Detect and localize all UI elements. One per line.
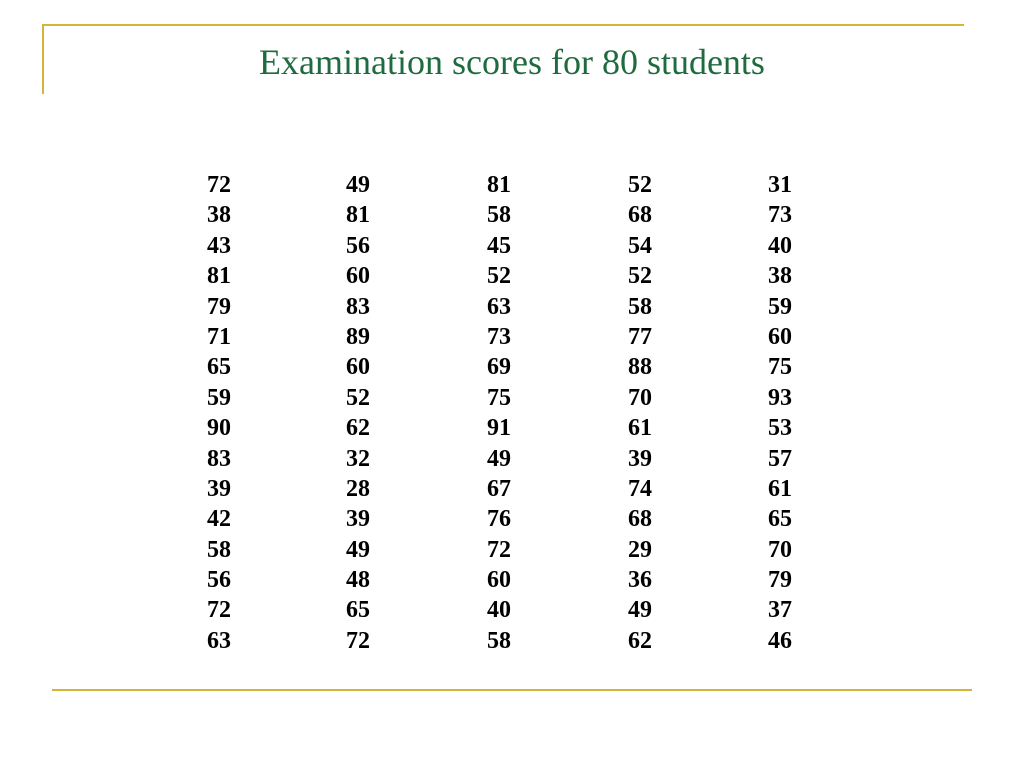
score-cell: 62: [346, 415, 370, 442]
score-cell: 56: [207, 567, 231, 594]
score-cell: 60: [346, 263, 370, 290]
score-cell: 72: [487, 536, 511, 563]
score-cell: 49: [628, 597, 652, 624]
slide-title: Examination scores for 80 students: [259, 42, 765, 82]
score-cell: 75: [768, 354, 792, 381]
score-cell: 89: [346, 323, 370, 350]
score-cell: 46: [768, 627, 792, 654]
score-cell: 81: [207, 263, 231, 290]
score-cell: 60: [346, 354, 370, 381]
score-cell: 60: [768, 323, 792, 350]
score-cell: 68: [628, 202, 652, 229]
score-cell: 70: [628, 384, 652, 411]
score-cell: 73: [487, 323, 511, 350]
score-cell: 83: [346, 293, 370, 320]
score-cell: 43: [207, 232, 231, 259]
score-cell: 83: [207, 445, 231, 472]
score-cell: 49: [346, 536, 370, 563]
score-column-1: 72 38 43 81 79 71 65 59 90 83 39 42 58 56 72 63: [207, 170, 267, 656]
score-cell: 79: [207, 293, 231, 320]
score-cell: 31: [768, 172, 792, 198]
score-cell: 76: [487, 506, 511, 533]
score-cell: 63: [487, 293, 511, 320]
score-cell: 56: [346, 232, 370, 259]
score-cell: 28: [346, 475, 370, 502]
score-cell: 37: [768, 597, 792, 624]
score-cell: 42: [207, 506, 231, 533]
score-cell: 49: [346, 172, 370, 198]
score-cell: 69: [487, 354, 511, 381]
score-column-3: 81 58 45 52 63 73 69 75 91 49 67 76 72 60 40 58: [487, 170, 547, 656]
score-cell: 39: [628, 445, 652, 472]
score-cell: 77: [628, 323, 652, 350]
score-cell: 90: [207, 415, 231, 442]
score-cell: 53: [768, 415, 792, 442]
scores-grid: 72 38 43 81 79 71 65 59 90 83 39 42 58 56 72 63 49 81 56 60…: [0, 170, 1024, 670]
score-cell: 68: [628, 506, 652, 533]
score-cell: 65: [768, 506, 792, 533]
score-cell: 62: [628, 627, 652, 654]
bottom-rule: [52, 689, 972, 691]
score-cell: 38: [768, 263, 792, 290]
score-cell: 32: [346, 445, 370, 472]
score-cell: 81: [487, 172, 511, 198]
score-cell: 65: [207, 354, 231, 381]
score-cell: 72: [346, 627, 370, 654]
score-cell: 75: [487, 384, 511, 411]
score-cell: 36: [628, 567, 652, 594]
score-cell: 52: [628, 172, 652, 198]
score-cell: 70: [768, 536, 792, 563]
score-cell: 72: [207, 172, 231, 198]
score-cell: 71: [207, 323, 231, 350]
score-cell: 58: [487, 202, 511, 229]
score-cell: 61: [628, 415, 652, 442]
score-column-2: 49 81 56 60 83 89 60 52 62 32 28 39 49 48 65 72: [346, 170, 406, 656]
top-rule: [42, 24, 964, 26]
score-cell: 58: [207, 536, 231, 563]
score-cell: 79: [768, 567, 792, 594]
score-cell: 48: [346, 567, 370, 594]
score-cell: 40: [768, 232, 792, 259]
score-cell: 63: [207, 627, 231, 654]
score-cell: 45: [487, 232, 511, 259]
score-column-4: 52 68 54 52 58 77 88 70 61 39 74 68 29 36 49 62: [628, 170, 688, 656]
score-cell: 57: [768, 445, 792, 472]
score-cell: 29: [628, 536, 652, 563]
score-cell: 61: [768, 475, 792, 502]
score-cell: 91: [487, 415, 511, 442]
score-cell: 88: [628, 354, 652, 381]
score-cell: 39: [346, 506, 370, 533]
score-cell: 93: [768, 384, 792, 411]
score-cell: 52: [628, 263, 652, 290]
score-cell: 72: [207, 597, 231, 624]
score-cell: 52: [346, 384, 370, 411]
score-column-5: 31 73 40 38 59 60 75 93 53 57 61 65 70 79 37 46: [768, 170, 828, 656]
score-cell: 59: [207, 384, 231, 411]
score-cell: 58: [487, 627, 511, 654]
score-cell: 39: [207, 475, 231, 502]
left-rule: [42, 24, 44, 94]
score-cell: 58: [628, 293, 652, 320]
score-cell: 73: [768, 202, 792, 229]
score-cell: 49: [487, 445, 511, 472]
score-cell: 52: [487, 263, 511, 290]
score-cell: 74: [628, 475, 652, 502]
score-cell: 54: [628, 232, 652, 259]
score-cell: 65: [346, 597, 370, 624]
score-cell: 38: [207, 202, 231, 229]
score-cell: 40: [487, 597, 511, 624]
score-cell: 67: [487, 475, 511, 502]
score-cell: 81: [346, 202, 370, 229]
score-cell: 60: [487, 567, 511, 594]
score-cell: 59: [768, 293, 792, 320]
